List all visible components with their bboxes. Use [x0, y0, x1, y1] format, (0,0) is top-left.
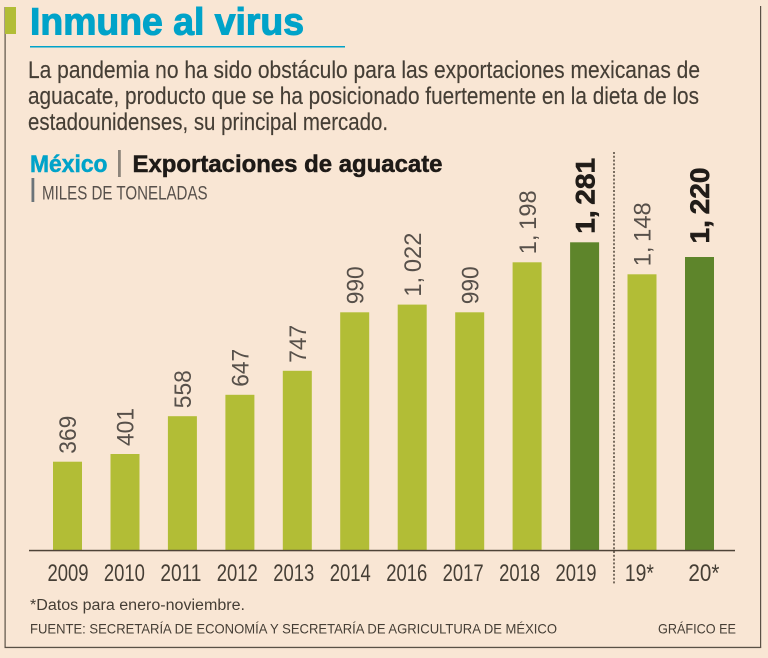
svg-text:990: 990 [457, 266, 484, 304]
svg-text:México: México [30, 151, 108, 178]
svg-text:2010: 2010 [104, 560, 145, 587]
svg-text:401: 401 [113, 408, 140, 446]
svg-text:2014: 2014 [330, 560, 371, 587]
svg-text:1, 281: 1, 281 [570, 158, 600, 234]
svg-text:647: 647 [228, 349, 255, 387]
svg-text:Inmune al virus: Inmune al virus [30, 2, 304, 44]
svg-text:estadounidenses, su principal: estadounidenses, su principal mercado. [28, 109, 388, 136]
svg-text:2017: 2017 [443, 560, 484, 587]
svg-text:369: 369 [55, 416, 82, 454]
svg-text:2012: 2012 [217, 560, 258, 587]
svg-text:1, 220: 1, 220 [685, 168, 715, 244]
svg-text:990: 990 [342, 266, 369, 304]
svg-text:1, 148: 1, 148 [630, 202, 657, 266]
svg-text:2011: 2011 [160, 560, 201, 587]
svg-text:1, 198: 1, 198 [515, 190, 542, 254]
svg-text:19*: 19* [625, 560, 654, 587]
svg-text:La pandemia no ha sido obstácu: La pandemia no ha sido obstáculo para la… [28, 57, 700, 84]
svg-text:FUENTE: SECRETARÍA DE ECONOMÍA: FUENTE: SECRETARÍA DE ECONOMÍA Y SECRETA… [30, 621, 557, 637]
svg-text:2019: 2019 [556, 560, 597, 587]
svg-text:GRÁFICO EE: GRÁFICO EE [658, 621, 736, 637]
svg-text:558: 558 [170, 370, 197, 408]
svg-text:Exportaciones de aguacate: Exportaciones de aguacate [133, 151, 443, 178]
svg-text:aguacate, producto que se ha p: aguacate, producto que se ha posicionado… [28, 83, 699, 110]
svg-text:747: 747 [285, 325, 312, 363]
svg-text:MILES DE TONELADAS: MILES DE TONELADAS [42, 183, 208, 204]
svg-text:1, 022: 1, 022 [400, 233, 427, 297]
svg-text:2016: 2016 [386, 560, 427, 587]
svg-text:2018: 2018 [499, 560, 540, 587]
svg-text:*Datos para enero-noviembre.: *Datos para enero-noviembre. [30, 597, 245, 614]
svg-text:2013: 2013 [273, 560, 314, 587]
svg-text:20*: 20* [688, 560, 719, 587]
svg-text:2009: 2009 [48, 560, 89, 587]
